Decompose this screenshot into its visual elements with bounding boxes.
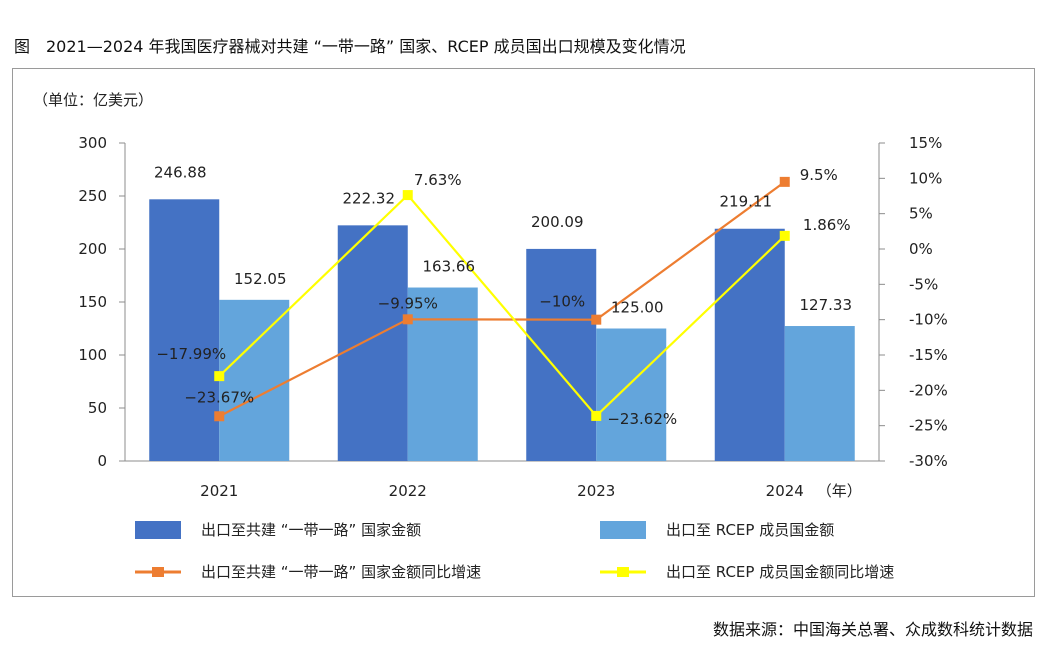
source-note: 数据来源：中国海关总署、众成数科统计数据: [712, 620, 1033, 639]
bar: [714, 228, 785, 461]
y-tick-label-right: -25%: [909, 417, 948, 435]
bar: [526, 248, 597, 461]
bar-value-label: 152.05: [234, 270, 287, 288]
line-marker: [779, 176, 790, 187]
y-tick-label-right: -5%: [909, 275, 938, 293]
legend-swatch: [135, 521, 181, 539]
line-marker: [214, 371, 225, 382]
bar-value-label: 219.11: [720, 193, 773, 211]
bar: [784, 326, 855, 461]
line-value-label: −10%: [539, 293, 585, 311]
data-labels-layer: 246.88 222.32 200.09 219.11 152.05 163.66 125.…: [154, 163, 852, 428]
x-tick-label: 2023: [577, 482, 615, 500]
legend-swatch: [600, 521, 646, 539]
line-value-label: −17.99%: [156, 345, 226, 363]
series-line: [218, 180, 786, 418]
bar-value-label: 163.66: [423, 258, 476, 276]
y-tick-label-left: 200: [78, 240, 107, 258]
line-marker: [591, 314, 602, 325]
y-tick-label-right: 15%: [909, 134, 942, 152]
y-tick-label-left: 250: [78, 187, 107, 205]
bar-value-label: 125.00: [611, 299, 664, 317]
bar: [219, 299, 290, 461]
line-value-label: 1.86%: [803, 216, 851, 234]
line-marker: [591, 410, 602, 421]
bar-value-label: 127.33: [800, 296, 853, 314]
line-value-label: 9.5%: [800, 166, 838, 184]
y-tick-label-left: 100: [78, 346, 107, 364]
bar: [407, 287, 478, 461]
chart-canvas: （单位：亿美元） 0 50 100 150 200 250 300 -30% -25% -20% -1…: [33, 91, 948, 581]
y-tick-label-right: -20%: [909, 381, 948, 399]
bar: [149, 199, 220, 462]
line-value-label: −23.62%: [607, 410, 677, 428]
y-tick-label-right: 10%: [909, 169, 942, 187]
line-marker: [402, 314, 413, 325]
lines-layer: [214, 176, 790, 422]
chart-frame: （单位：亿美元） 0 50 100 150 200 250 300 -30% -25% -20% -1…: [12, 68, 1035, 597]
y-tick-label-right: 5%: [909, 205, 933, 223]
x-tick-label: 2022: [389, 482, 427, 500]
y-tick-label-right: -10%: [909, 311, 948, 329]
y-tick-label-left: 150: [78, 293, 107, 311]
line-marker: [402, 190, 413, 201]
y-tick-label-left: 0: [97, 452, 107, 470]
y-tick-label-left: 50: [88, 399, 107, 417]
x-tick-label: 2021: [200, 482, 238, 500]
legend-marker: [617, 567, 629, 577]
y-tick-label-right: 0%: [909, 240, 933, 258]
legend-label: 出口至 RCEP 成员国金额同比增速: [666, 563, 894, 581]
series-line: [218, 193, 786, 418]
line-value-label: 7.63%: [414, 171, 462, 189]
legend-label: 出口至共建 “一带一路” 国家金额同比增速: [201, 563, 481, 581]
bar: [596, 328, 667, 461]
line-marker: [214, 411, 225, 422]
x-tick-label: 2024: [766, 482, 804, 500]
bar: [337, 225, 408, 461]
bar-value-label: 246.88: [154, 163, 207, 181]
unit-label: （单位：亿美元）: [33, 91, 153, 109]
legend-label: 出口至 RCEP 成员国金额: [666, 521, 834, 539]
y-tick-label-right: -30%: [909, 452, 948, 470]
legend-marker: [152, 567, 164, 577]
line-value-label: −9.95%: [378, 294, 438, 312]
bar-value-label: 222.32: [343, 189, 396, 207]
bar-value-label: 200.09: [531, 213, 584, 231]
axes-layer: （单位：亿美元） 0 50 100 150 200 250 300 -30% -25% -20% -1…: [33, 91, 948, 500]
y-tick-label-right: -15%: [909, 346, 948, 364]
figure-title: 图 2021—2024 年我国医疗器械对共建 “一带一路” 国家、RCEP 成员…: [14, 37, 686, 56]
line-value-label: −23.67%: [184, 388, 254, 406]
legend-label: 出口至共建 “一带一路” 国家金额: [201, 521, 421, 539]
y-tick-label-left: 300: [78, 134, 107, 152]
x-axis-unit-label: （年）: [817, 482, 862, 500]
line-marker: [779, 230, 790, 241]
bars-layer: [149, 199, 855, 462]
